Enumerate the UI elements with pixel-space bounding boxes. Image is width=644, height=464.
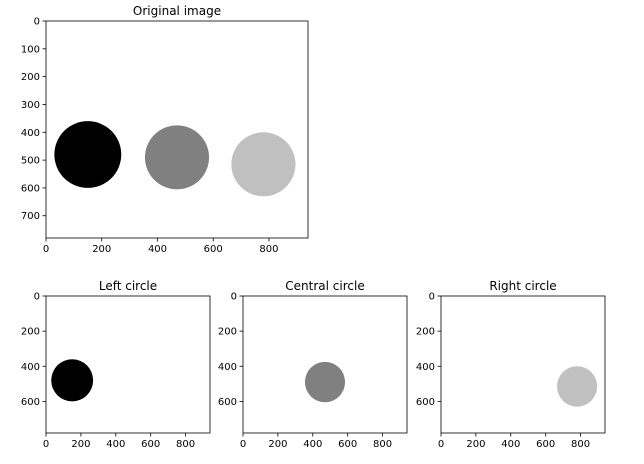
x-tick-label: 800 xyxy=(176,439,195,450)
x-tick-label: 0 xyxy=(43,439,49,450)
plot-frame xyxy=(45,20,309,239)
y-tick-label: 700 xyxy=(21,211,40,222)
x-tick-label: 400 xyxy=(148,244,167,255)
y-tick-label: 400 xyxy=(21,362,40,373)
x-tick-label: 200 xyxy=(268,439,287,450)
chart-title: Central circle xyxy=(285,279,364,293)
plot-frame xyxy=(440,295,606,434)
y-tick-label: 200 xyxy=(21,327,40,338)
circle-0 xyxy=(51,359,94,402)
x-tick-label: 400 xyxy=(303,439,322,450)
y-tick-label: 200 xyxy=(21,72,40,83)
x-tick-label: 600 xyxy=(536,439,555,450)
y-tick-label: 200 xyxy=(416,327,435,338)
central-circle-panel: 0 200 400 600 800 0 200 400 600 Central circle xyxy=(218,279,408,450)
circle-0 xyxy=(304,361,346,403)
x-tick-label: 200 xyxy=(466,439,485,450)
x-tick-label: 0 xyxy=(240,439,246,450)
y-tick-label: 300 xyxy=(21,100,40,111)
circle-0 xyxy=(54,121,122,188)
circle-2 xyxy=(231,132,296,197)
y-tick-label: 100 xyxy=(21,44,40,55)
y-tick-label: 600 xyxy=(21,397,40,408)
y-tick-label: 600 xyxy=(416,397,435,408)
x-tick-label: 400 xyxy=(501,439,520,450)
x-tick-label: 800 xyxy=(373,439,392,450)
x-tick-label: 200 xyxy=(92,244,111,255)
y-tick-label: 400 xyxy=(416,362,435,373)
x-tick-label: 600 xyxy=(141,439,160,450)
circle-0 xyxy=(557,366,598,407)
y-tick-label: 0 xyxy=(429,292,435,303)
chart-title: Left circle xyxy=(99,279,157,293)
x-tick-label: 400 xyxy=(106,439,125,450)
y-tick-label: 0 xyxy=(34,17,40,28)
right-circle-panel: 0 200 400 600 800 0 200 400 600 Right circle xyxy=(416,279,606,450)
chart-title: Right circle xyxy=(489,279,556,293)
y-tick-label: 0 xyxy=(231,292,237,303)
x-tick-label: 0 xyxy=(43,244,49,255)
circle-1 xyxy=(144,125,210,190)
y-tick-label: 400 xyxy=(218,362,237,373)
y-tick-label: 400 xyxy=(21,128,40,139)
x-tick-label: 200 xyxy=(71,439,90,450)
x-tick-label: 600 xyxy=(204,244,223,255)
plot-frame xyxy=(45,295,211,434)
y-tick-label: 600 xyxy=(218,397,237,408)
original-image-panel: 0 200 400 600 800 0 100 200 300 400 500 600 700 Origi… xyxy=(21,4,309,255)
plot-background xyxy=(441,296,605,433)
x-tick-label: 600 xyxy=(338,439,357,450)
y-tick-label: 200 xyxy=(218,327,237,338)
left-circle-panel: 0 200 400 600 800 0 200 400 600 Left circle xyxy=(21,279,211,450)
x-tick-label: 800 xyxy=(259,244,278,255)
y-tick-label: 500 xyxy=(21,156,40,167)
plot-frame xyxy=(242,295,408,434)
x-tick-label: 800 xyxy=(571,439,590,450)
y-tick-label: 600 xyxy=(21,183,40,194)
y-tick-label: 0 xyxy=(34,292,40,303)
x-tick-label: 0 xyxy=(438,439,444,450)
chart-title: Original image xyxy=(133,4,221,18)
